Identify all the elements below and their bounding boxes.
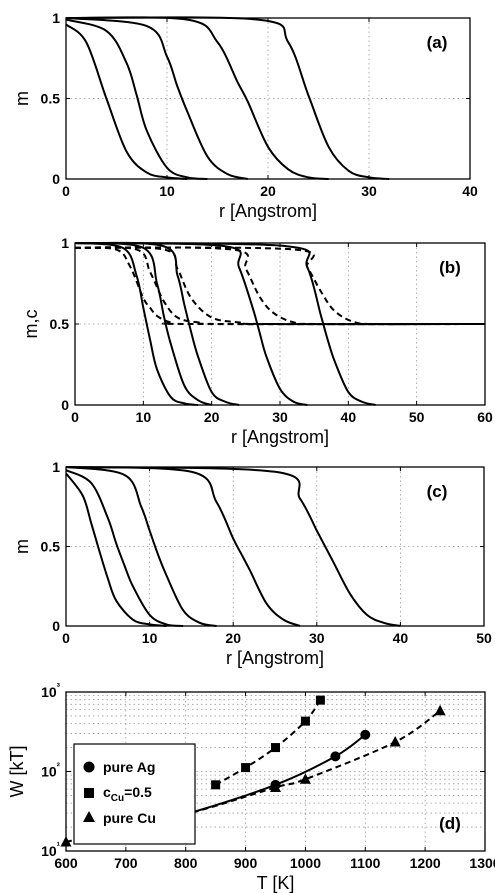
data-point [434, 704, 446, 716]
data-point [60, 835, 72, 847]
x-tick-label: 1000 [290, 855, 321, 871]
y-axis-label-d: W [kT] [7, 746, 27, 798]
y-tick-label: 10² [41, 762, 61, 780]
x-tick-label: 0 [71, 409, 79, 425]
series-line-c-5 [66, 466, 401, 627]
y-tick-label: 1 [52, 10, 60, 26]
panel-label-c: (c) [427, 482, 448, 501]
data-point [271, 743, 280, 753]
series-line-a-4 [66, 16, 329, 180]
y-tick-label: 1 [52, 459, 60, 475]
x-tick-label: 30 [309, 630, 325, 646]
data-point [315, 695, 325, 705]
series-line-b-8 [75, 246, 485, 326]
x-tick-label: 800 [174, 855, 198, 871]
y-axis-label-a: m [12, 91, 32, 106]
data-point [270, 781, 281, 792]
y-tick-label: 0 [52, 618, 60, 634]
x-tick-label: 0 [62, 183, 70, 199]
data-point [389, 736, 401, 747]
series-line-b-7 [75, 246, 485, 326]
x-axis-label-a: r [Angstrom] [219, 201, 317, 221]
panel-d: 600 700 800 900 1000 1100 1200 1300 10¹ 10² 10³ T [… [7, 682, 495, 893]
x-tick-label: 50 [409, 409, 425, 425]
series-group-a [66, 16, 390, 180]
x-tick-label: 30 [361, 183, 377, 199]
legend-label-pure-cu: pure Cu [103, 810, 156, 826]
panel-c: 0 10 20 30 40 50 0 0.5 1 r [Angstrom] m (c) [12, 459, 492, 668]
x-tick-label: 40 [341, 409, 357, 425]
panel-label-d: (d) [439, 814, 461, 833]
panel-a: 0 10 20 30 40 0 0.5 1 r [Angstrom] m (a) [12, 10, 478, 221]
series-line-b-9 [75, 246, 485, 326]
y-tick-label: 10¹ [41, 841, 61, 859]
x-tick-label: 1300 [469, 855, 495, 871]
x-tick-label: 10 [142, 630, 158, 646]
data-point [330, 751, 341, 762]
x-tick-label: 900 [234, 855, 258, 871]
series-line-a-5 [66, 16, 390, 180]
legend-label-pure-ag: pure Ag [103, 759, 155, 775]
series-line-b-2 [75, 242, 213, 406]
x-axis-label-d: T [K] [257, 873, 295, 893]
legend-marker-c-cu [84, 788, 94, 798]
series-group-c [66, 466, 401, 627]
x-tick-label: 40 [462, 183, 478, 199]
series-line-c-2 [66, 469, 184, 627]
x-tick-label: 10 [159, 183, 175, 199]
x-tick-label: 1200 [410, 855, 441, 871]
y-tick-label: 0 [52, 171, 60, 187]
x-axis-label-b: r [Angstrom] [231, 427, 329, 447]
x-tick-label: 20 [204, 409, 220, 425]
x-tick-label: 50 [476, 630, 492, 646]
x-tick-label: 1100 [350, 855, 381, 871]
legend-marker-pure-ag [83, 761, 95, 773]
x-axis-label-c: r [Angstrom] [226, 648, 324, 668]
x-tick-label: 700 [114, 855, 138, 871]
x-tick-label: 10 [136, 409, 152, 425]
y-tick-label: 1 [61, 235, 69, 251]
x-tick-label: 40 [393, 630, 409, 646]
y-tick-label: 0.5 [41, 91, 61, 107]
legend-panel-d: pure Ag cCu=0.5 pure Cu [73, 743, 196, 845]
data-point [300, 716, 310, 726]
legend-marker-pure-cu [83, 811, 95, 822]
panel-label-a: (a) [427, 33, 448, 52]
legend-label-c-cu: cCu=0.5 [103, 784, 152, 804]
series-line-c-4 [66, 466, 301, 627]
data-point [299, 773, 311, 784]
y-axis-label-c: m [12, 539, 32, 554]
x-tick-label: 20 [225, 630, 241, 646]
series-line-b-1 [75, 242, 199, 406]
panel-b: 0 10 20 30 40 50 60 0 0.5 1 r [Angstrom] m,c (b) [21, 235, 493, 447]
series-line-b-5 [75, 242, 376, 406]
y-tick-label: 0 [61, 397, 69, 413]
y-tick-label: 0.5 [50, 316, 70, 332]
series-line-a-2 [66, 18, 208, 180]
y-axis-label-b: m,c [21, 310, 41, 339]
x-tick-label: 60 [477, 409, 493, 425]
x-tick-label: 20 [260, 183, 276, 199]
panel-label-b: (b) [439, 258, 461, 277]
x-tick-label: 0 [62, 630, 70, 646]
series-line-a-1 [66, 23, 188, 180]
series-line-c-3 [66, 466, 217, 627]
x-tick-label: 30 [272, 409, 288, 425]
data-point [211, 780, 221, 790]
data-point [241, 763, 251, 773]
x-tick-label: 600 [54, 855, 78, 871]
series-line-a-3 [66, 17, 249, 180]
series-line-b-4 [75, 242, 308, 406]
data-point [360, 729, 371, 740]
y-tick-label: 10³ [41, 682, 61, 700]
y-tick-label: 0.5 [41, 539, 61, 555]
series-group-b [75, 241, 485, 406]
series-line-c-1 [66, 472, 167, 627]
series-line-b-10 [75, 246, 485, 326]
